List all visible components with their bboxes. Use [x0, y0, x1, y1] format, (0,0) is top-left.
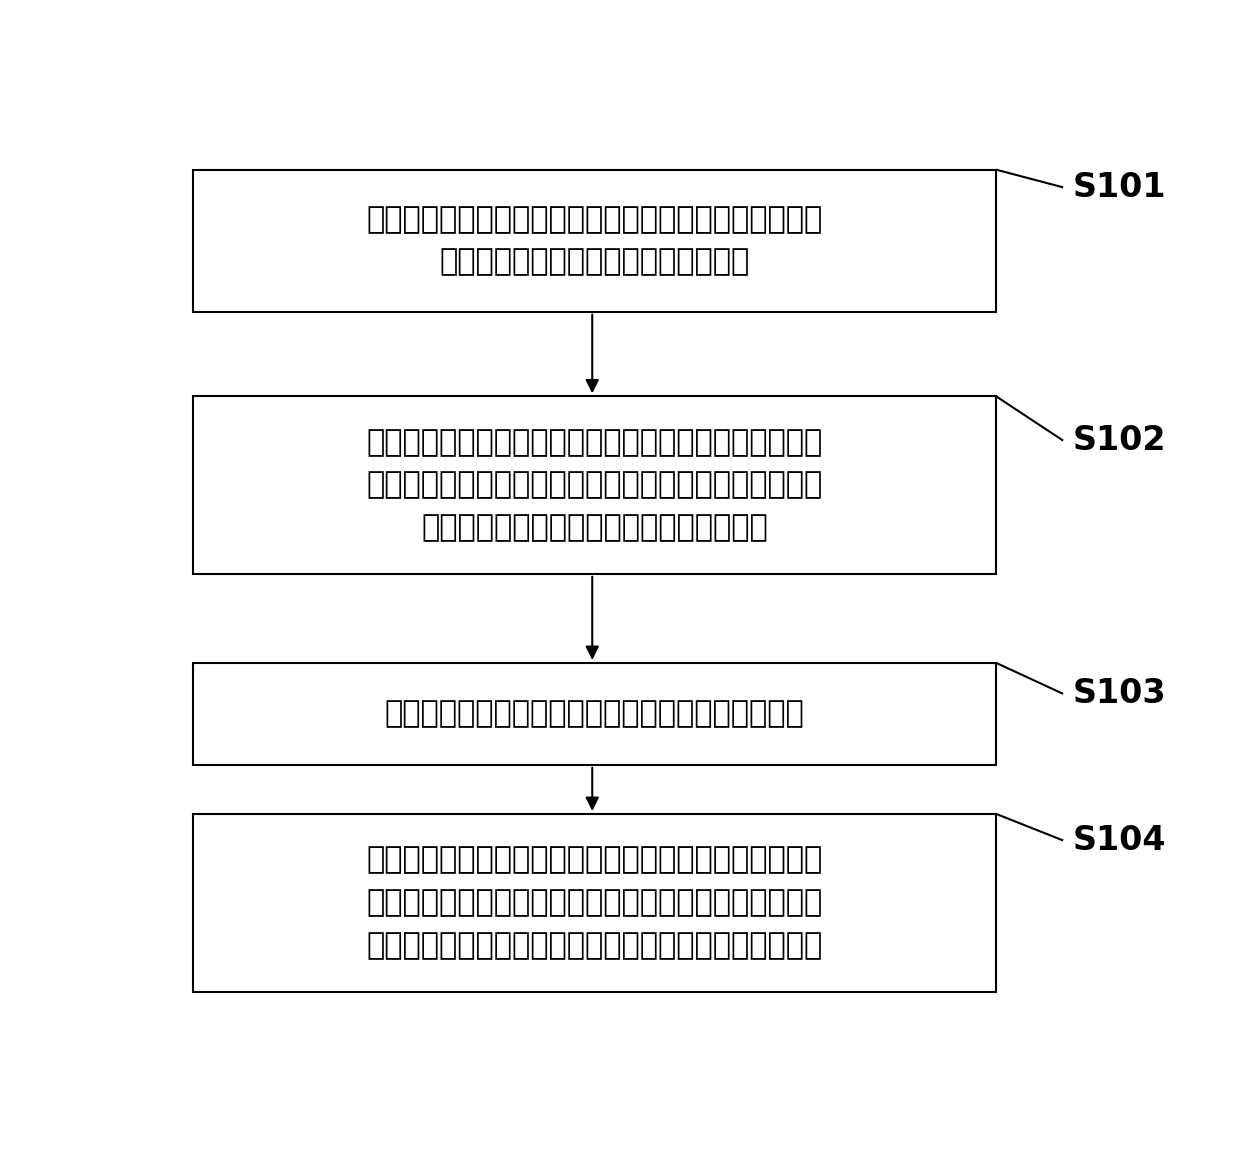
Text: S102: S102 — [1073, 425, 1167, 457]
Text: 将根据太阳光度计数据计算的消光系数与根据激光雷达数
据计算的消光系数比对，符合则基于低层大气气溶胶粒子
谱分布计算各波长的消光系数，实现消光系数的波段转换: 将根据太阳光度计数据计算的消光系数与根据激光雷达数 据计算的消光系数比对，符合则… — [367, 846, 823, 960]
Bar — [193, 814, 996, 991]
Text: 采用激光雷达和太阳光度计分别进行气溶胶光学特性测量
，获得激光雷达数据和太阳光度计数据: 采用激光雷达和太阳光度计分别进行气溶胶光学特性测量 ，获得激光雷达数据和太阳光度… — [367, 204, 823, 277]
Bar — [193, 662, 996, 765]
Text: S103: S103 — [1073, 677, 1167, 711]
Text: S104: S104 — [1073, 824, 1167, 857]
Text: 根据所述太阳光度计数据反演获得大气光学厚度，并采用
消光法反演获得低层大气的气溶胶粒子谱分布，计算与激
光雷达的发射激光波长相一致时的消光系数: 根据所述太阳光度计数据反演获得大气光学厚度，并采用 消光法反演获得低层大气的气溶… — [367, 428, 823, 542]
Bar — [193, 170, 996, 312]
Text: S101: S101 — [1073, 171, 1167, 204]
Text: 根据所述激光雷达数据计算低层大气对应的消光系数: 根据所述激光雷达数据计算低层大气对应的消光系数 — [384, 699, 805, 728]
Bar — [193, 396, 996, 574]
